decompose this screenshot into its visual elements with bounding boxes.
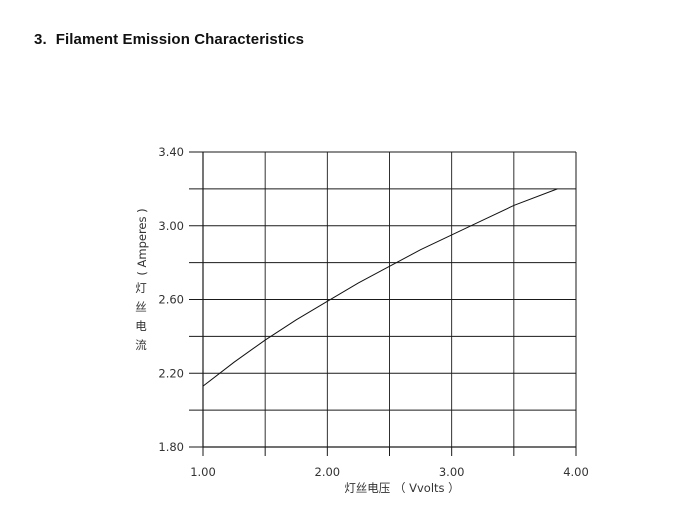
y-axis-title-char: 丝 (135, 300, 147, 314)
series-line (202, 188, 558, 387)
y-axis-title-char: 灯 (135, 281, 147, 295)
x-axis-title: 灯丝电压 （ Vvolts ） (344, 481, 459, 495)
chart-grid (203, 152, 576, 447)
y-tick-label: 2.20 (158, 366, 184, 380)
chart-series (202, 188, 558, 387)
chart-tick-labels: 1.80 2.20 2.60 3.00 3.40 1.00 2.00 3.00 4.00 (158, 145, 588, 479)
chart-axes (189, 151, 577, 456)
y-axis-title-unit: ( Amperes ) (135, 208, 149, 275)
y-tick-label: 2.60 (158, 293, 184, 307)
x-tick-label: 4.00 (563, 465, 589, 479)
y-tick-label: 3.40 (158, 145, 184, 159)
section-heading: 3. Filament Emission Characteristics (34, 31, 304, 48)
y-tick-label: 1.80 (158, 440, 184, 454)
section-number: 3. (34, 31, 47, 48)
y-axis-title-char: 电 (135, 319, 147, 333)
section-title: Filament Emission Characteristics (55, 31, 305, 48)
x-tick-label: 1.00 (190, 465, 216, 479)
chart-axis-titles: 灯丝电压 （ Vvolts ） ( Amperes ) 灯 丝 电 流 (135, 208, 460, 495)
y-tick-label: 3.00 (158, 219, 184, 233)
y-axis-title-char: 流 (135, 338, 147, 352)
x-tick-label: 3.00 (439, 465, 465, 479)
x-tick-label: 2.00 (315, 465, 341, 479)
